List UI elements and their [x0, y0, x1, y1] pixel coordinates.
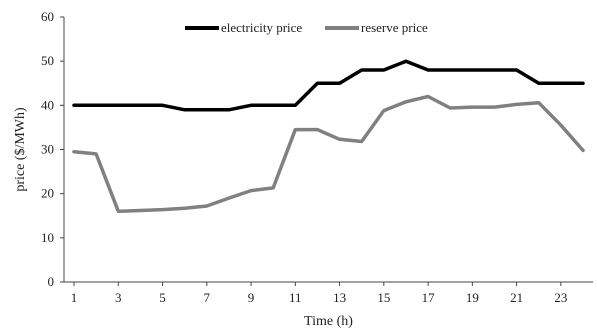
x-axis-title: Time (h): [304, 314, 353, 329]
y-axis: 0 10 20 30 40 50 60: [41, 9, 65, 289]
x-tick-label: 11: [289, 290, 302, 305]
y-tick-label: 20: [41, 186, 54, 201]
y-tick-label: 50: [41, 53, 54, 68]
x-tick-label: 9: [248, 290, 255, 305]
y-tick-label: 30: [41, 142, 54, 157]
x-tick-label: 7: [204, 290, 211, 305]
y-axis-title: price ($/MWh): [13, 107, 28, 192]
series-line-electricity-price: [72, 59, 585, 112]
series-line-reserve-price: [72, 94, 585, 214]
x-axis: 1 3 5 7 9 11 13 15 17 19 21 23: [64, 281, 593, 305]
x-tick-label: 17: [422, 290, 436, 305]
x-tick-label: 15: [377, 290, 390, 305]
y-tick-label: 40: [41, 97, 54, 112]
x-tick-label: 13: [333, 290, 346, 305]
x-tick-label: 21: [510, 290, 523, 305]
y-tick-label: 60: [41, 9, 54, 24]
x-tick-label: 5: [159, 290, 166, 305]
x-tick-label: 3: [115, 290, 122, 305]
series-layer: [72, 59, 585, 214]
x-tick-label: 19: [466, 290, 479, 305]
y-tick-label: 0: [48, 274, 55, 289]
x-tick-label: 23: [554, 290, 567, 305]
legend-label-reserve-price: reserve price: [361, 20, 428, 35]
x-tick-label: 1: [71, 290, 78, 305]
legend-label-electricity-price: electricity price: [221, 20, 302, 35]
legend: electricity price reserve price: [185, 20, 428, 35]
y-tick-label: 10: [41, 230, 54, 245]
